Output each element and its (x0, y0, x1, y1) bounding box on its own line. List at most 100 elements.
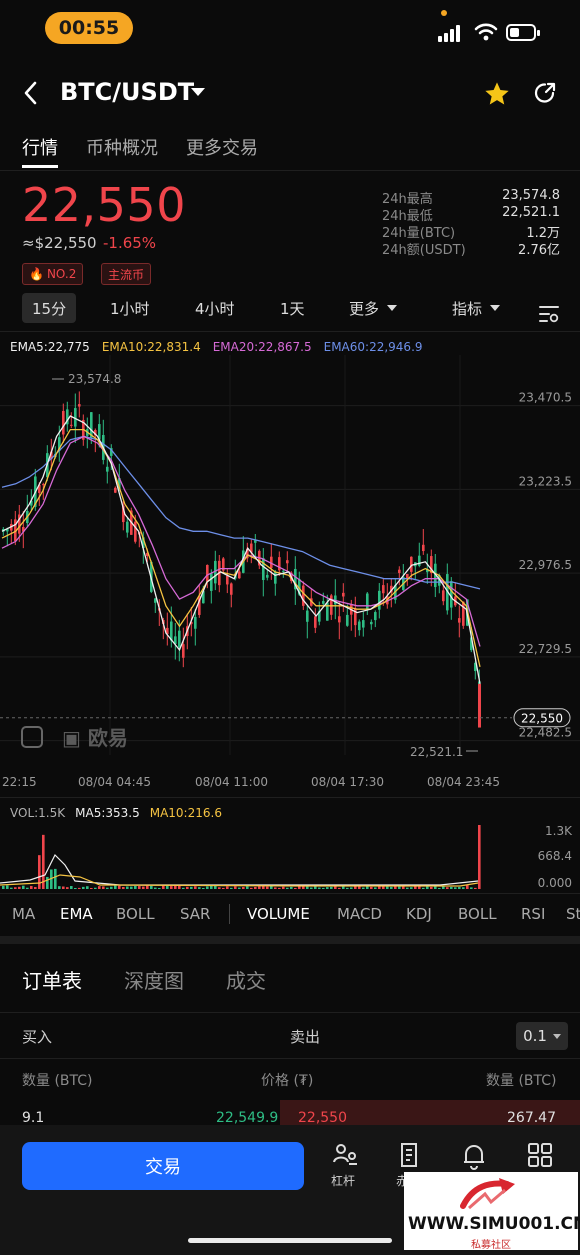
indicator-ema[interactable]: EMA (60, 905, 93, 923)
volume-bar (234, 886, 237, 889)
volume-chart[interactable]: 1.3K 668.4 0.000 (0, 825, 580, 893)
nav-margin-label[interactable]: 杠杆 (331, 1174, 356, 1188)
indicator-menu[interactable]: 指标 (452, 293, 501, 323)
candle-body (50, 451, 53, 460)
price-step-select[interactable]: 0.1 (516, 1022, 568, 1050)
trade-button[interactable]: 交易 (22, 1142, 304, 1190)
buy-label: 买入 (22, 1028, 53, 1046)
volume-bar (266, 886, 269, 889)
volume-bar (134, 885, 137, 889)
candle-body (274, 572, 277, 584)
watermark-site: WWW.SIMU001.CN (408, 1214, 580, 1234)
candle-body (322, 601, 325, 604)
grid-menu-icon[interactable] (527, 1142, 553, 1168)
volume-bar (58, 886, 61, 889)
volume-bar (230, 887, 233, 889)
indicator-sar[interactable]: SAR (180, 905, 211, 923)
volume-bar (406, 887, 409, 889)
candle-body (182, 644, 185, 658)
volume-bar (110, 886, 113, 889)
orderbook-tabs: 订单表 深度图 成交 (22, 965, 266, 994)
ask-price[interactable]: 22,550 (298, 1110, 347, 1126)
volume-bar (70, 886, 73, 889)
share-icon[interactable] (532, 80, 558, 106)
candle-body (478, 683, 481, 728)
back-arrow-icon[interactable] (18, 80, 44, 106)
interval-1h[interactable]: 1小时 (110, 299, 150, 318)
home-indicator[interactable] (188, 1238, 392, 1243)
category-badge[interactable]: 主流币 (101, 263, 152, 285)
volume-bar (394, 886, 397, 889)
indicator-volume[interactable]: VOLUME (247, 905, 310, 923)
tab-orderbook[interactable]: 订单表 (22, 969, 82, 993)
volume-bar (338, 887, 341, 889)
rank-badge[interactable]: 🔥 NO.2 (22, 263, 84, 285)
tab-depth-chart[interactable]: 深度图 (124, 969, 184, 993)
candle-body (110, 448, 113, 456)
document-icon[interactable] (397, 1142, 421, 1168)
candle-body (278, 557, 281, 571)
volume-bar (86, 886, 89, 889)
candle-body (378, 590, 381, 610)
candle-body (22, 526, 25, 532)
ask-depth-bar (280, 1100, 580, 1125)
candle-body (230, 583, 233, 595)
indicator-macd[interactable]: MACD (337, 905, 382, 923)
ema-legend: EMA5:22,775 EMA10:22,831.4 EMA20:22,867.… (10, 340, 423, 354)
volume-bar (382, 885, 385, 889)
candle-body (94, 429, 97, 436)
interval-15m[interactable]: 15分 (22, 293, 77, 323)
candle-body (302, 585, 305, 606)
interval-1d[interactable]: 1天 (280, 299, 305, 318)
candle-body (78, 404, 81, 407)
candle-body (38, 484, 41, 493)
candle-body (214, 560, 217, 584)
tab-market[interactable]: 行情 (22, 138, 58, 159)
volume-bar (410, 887, 413, 889)
tab-coin-overview[interactable]: 币种概况 (86, 138, 158, 159)
volume-bar (302, 885, 305, 889)
volume-bar (370, 886, 373, 889)
candlestick-chart[interactable]: 23,470.5 23,223.5 22,976.5 22,729.5 22,482.5… (0, 355, 580, 795)
candle-body (306, 610, 309, 622)
interval-4h[interactable]: 4小时 (195, 299, 235, 318)
interval-more[interactable]: 更多 (349, 293, 398, 323)
last-price-pill (513, 708, 571, 728)
volume-bar (258, 886, 261, 889)
indicator-kdj[interactable]: KDJ (406, 905, 432, 923)
indicator-rsi[interactable]: RSI (521, 905, 546, 923)
sell-label: 卖出 (290, 1028, 321, 1046)
volume-bar (326, 887, 329, 889)
candle-body (122, 505, 125, 523)
volume-bar (246, 886, 249, 889)
candle-body (170, 621, 173, 641)
candle-body (166, 627, 169, 635)
bell-icon[interactable] (461, 1142, 487, 1170)
volume-bar (390, 886, 393, 889)
watermark-screen-icon (21, 726, 43, 748)
pair-dropdown-icon[interactable] (191, 88, 205, 96)
volume-bar (158, 887, 161, 889)
x-tick-label: 22:15 (2, 775, 37, 789)
chart-settings-icon[interactable] (538, 299, 560, 329)
trading-pair-title[interactable]: BTC/USDT (60, 78, 195, 106)
indicator-ma[interactable]: MA (12, 905, 36, 923)
volume-bar (290, 886, 293, 889)
favorite-star-icon[interactable] (483, 80, 511, 108)
indicator-boll[interactable]: BOLL (116, 905, 155, 923)
volume-bar (438, 888, 441, 889)
tab-more-trading[interactable]: 更多交易 (186, 138, 258, 159)
last-price-pill-label: 22,550 (521, 712, 563, 726)
ema5-label: EMA5:22,775 (10, 340, 90, 354)
candle-body (58, 437, 61, 451)
battery-icon (506, 24, 540, 41)
indicator-boll-sub[interactable]: BOLL (458, 905, 497, 923)
ema20-line (1, 435, 481, 647)
margin-icon[interactable] (332, 1142, 358, 1168)
candle-body (254, 540, 257, 543)
volume-bar (478, 825, 481, 889)
bid-price[interactable]: 22,549.9 (216, 1110, 279, 1126)
tab-trades[interactable]: 成交 (226, 969, 266, 993)
indicator-stoch[interactable]: St (566, 905, 580, 923)
volume-bar (226, 886, 229, 889)
